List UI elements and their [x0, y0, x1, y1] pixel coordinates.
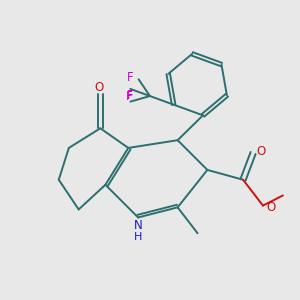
- Text: F: F: [127, 88, 134, 102]
- Text: F: F: [127, 71, 134, 84]
- Text: N: N: [134, 219, 142, 232]
- Text: O: O: [267, 201, 276, 214]
- Text: O: O: [94, 81, 104, 94]
- Text: F: F: [126, 90, 132, 103]
- Text: O: O: [257, 145, 266, 158]
- Text: H: H: [134, 232, 142, 242]
